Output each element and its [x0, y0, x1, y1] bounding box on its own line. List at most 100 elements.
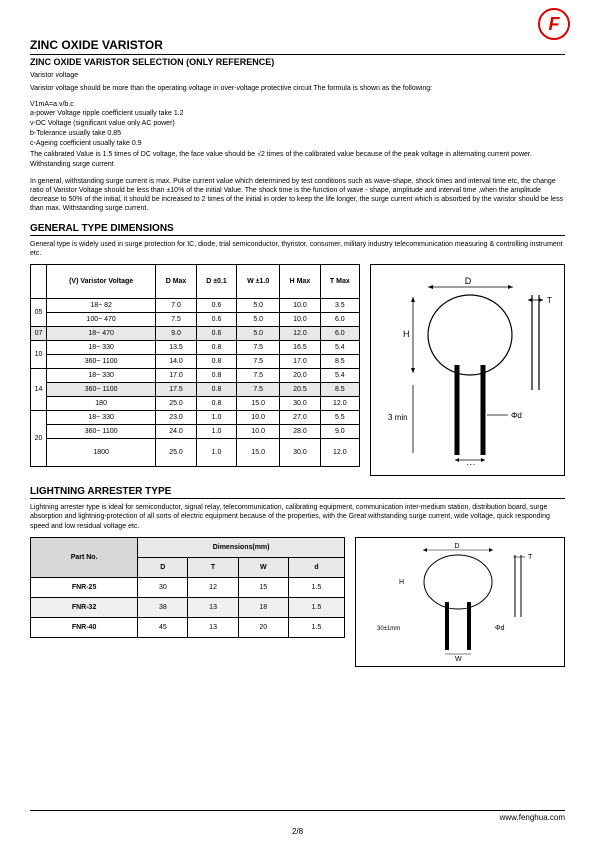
formula: V1mA=a.v/b.c: [30, 101, 565, 108]
svg-text:H: H: [399, 579, 404, 586]
table-cell: 15: [238, 577, 288, 597]
table-cell: 17.0: [156, 369, 197, 383]
part-no-header: Part No.: [31, 537, 138, 577]
table-cell: 18~ 330: [47, 411, 156, 425]
table-row: 0718~ 4709.00.65.012.06.0: [31, 327, 360, 341]
table-header: T: [188, 557, 238, 577]
logo-letter: F: [549, 14, 560, 35]
svg-text:D: D: [464, 276, 471, 286]
table-cell: 1800: [47, 439, 156, 467]
svg-text:W: W: [455, 656, 462, 662]
table-cell: 7.5: [237, 355, 280, 369]
part-no-cell: FNR-25: [31, 577, 138, 597]
table-row: 360~ 110024.01.010.028.09.0: [31, 425, 360, 439]
table-cell: 18~ 82: [47, 299, 156, 313]
table-row: 1418~ 33017.00.87.520.05.4: [31, 369, 360, 383]
svg-text:Φd: Φd: [495, 625, 505, 632]
table-row: 0518~ 827.00.65.010.03.5: [31, 299, 360, 313]
formula-line: b-Tolerance usually take 0.85: [30, 129, 565, 138]
table-row: 360~ 110014.00.87.517.08.5: [31, 355, 360, 369]
svg-text:W: W: [467, 463, 475, 465]
table-side-cell: 14: [31, 369, 47, 411]
table-cell: 1.5: [288, 577, 344, 597]
svg-text:30±1mm: 30±1mm: [377, 626, 400, 632]
table-cell: 20.5: [280, 383, 321, 397]
table-cell: 7.5: [237, 369, 280, 383]
table-cell: 28.0: [280, 425, 321, 439]
table-cell: 1.5: [288, 617, 344, 637]
surge-paragraph: In general, withstanding surge current i…: [30, 177, 565, 213]
table-header: D: [138, 557, 188, 577]
formula-explanation: a-power Voltage ripple coefficient usual…: [30, 109, 565, 169]
table-cell: 1.0: [196, 439, 236, 467]
table-header: D Max: [156, 265, 197, 299]
page-title: ZINC OXIDE VARISTOR: [30, 38, 565, 55]
table-cell: 7.5: [237, 383, 280, 397]
table-cell: 8.5: [320, 355, 359, 369]
table-cell: 5.4: [320, 341, 359, 355]
table-cell: 45: [138, 617, 188, 637]
svg-text:3 min: 3 min: [388, 413, 408, 422]
general-description: General type is widely used in surge pro…: [30, 240, 565, 258]
svg-text:T: T: [547, 296, 552, 305]
table-row: 100~ 4707.50.65.010.06.0: [31, 313, 360, 327]
table-cell: 15.0: [237, 439, 280, 467]
table-cell: 12.0: [320, 397, 359, 411]
varistor-voltage-label: Varistor voltage: [30, 71, 565, 80]
table-cell: 18~ 330: [47, 369, 156, 383]
table-cell: 6.0: [320, 327, 359, 341]
table-cell: 23.0: [156, 411, 197, 425]
formula-line: v-DC Voltage (significant value only AC …: [30, 119, 565, 128]
table-cell: 360~ 1100: [47, 425, 156, 439]
table-cell: 8.5: [320, 383, 359, 397]
table-cell: 0.8: [196, 341, 236, 355]
table-cell: 13: [188, 597, 238, 617]
table-header: W: [238, 557, 288, 577]
table-cell: 9.0: [320, 425, 359, 439]
table-cell: 0.8: [196, 355, 236, 369]
footer-url: www.fenghua.com: [500, 813, 565, 822]
table-cell: 18~ 330: [47, 341, 156, 355]
lightning-table: Part No. Dimensions(mm) DTWd FNR-2530121…: [30, 537, 345, 638]
table-cell: 5.0: [237, 327, 280, 341]
svg-text:T: T: [528, 554, 533, 561]
table-cell: 20.0: [280, 369, 321, 383]
table-cell: 10.0: [237, 411, 280, 425]
table-cell: 12.0: [320, 439, 359, 467]
svg-text:H: H: [403, 329, 410, 339]
formula-line: c-Ageing coefficient usually take 0.9: [30, 139, 565, 148]
dimensions-table: (V) Varistor VoltageD MaxD ±0.1W ±1.0H M…: [30, 264, 360, 467]
svg-text:Φd: Φd: [511, 411, 522, 420]
table-cell: 5.5: [320, 411, 359, 425]
intro-paragraph: Varistor voltage should be more than the…: [30, 84, 565, 93]
table-cell: 10.0: [237, 425, 280, 439]
component-diagram-1: D T H 3 min Φd W: [370, 264, 565, 476]
table-cell: 30.0: [280, 397, 321, 411]
table-cell: 13.5: [156, 341, 197, 355]
dimensions-header: Dimensions(mm): [138, 537, 345, 557]
part-no-cell: FNR-32: [31, 597, 138, 617]
table-cell: 5.0: [237, 299, 280, 313]
table-row: 18025.00.815.030.012.0: [31, 397, 360, 411]
table-cell: 25.0: [156, 397, 197, 411]
table-cell: 100~ 470: [47, 313, 156, 327]
formula-line: Withstanding surge current: [30, 160, 565, 169]
table-cell: 18: [238, 597, 288, 617]
table-cell: 5.4: [320, 369, 359, 383]
table-cell: 30: [138, 577, 188, 597]
table-row: 360~ 110017.50.87.520.58.5: [31, 383, 360, 397]
table-cell: 0.6: [196, 299, 236, 313]
table-cell: 24.0: [156, 425, 197, 439]
table-side-cell: 05: [31, 299, 47, 327]
table-cell: 7.0: [156, 299, 197, 313]
table-header: T Max: [320, 265, 359, 299]
component-diagram-2: D T H 30±1mm Φd W: [355, 537, 565, 667]
table-cell: 10.0: [280, 313, 321, 327]
page-subtitle: ZINC OXIDE VARISTOR SELECTION (ONLY REFE…: [30, 57, 565, 67]
table-cell: 3.5: [320, 299, 359, 313]
table-cell: 0.6: [196, 327, 236, 341]
table-cell: 20: [238, 617, 288, 637]
table-cell: 6.0: [320, 313, 359, 327]
formula-line: The calibrated Value is 1.5 times of DC …: [30, 150, 565, 159]
svg-text:D: D: [454, 543, 459, 550]
